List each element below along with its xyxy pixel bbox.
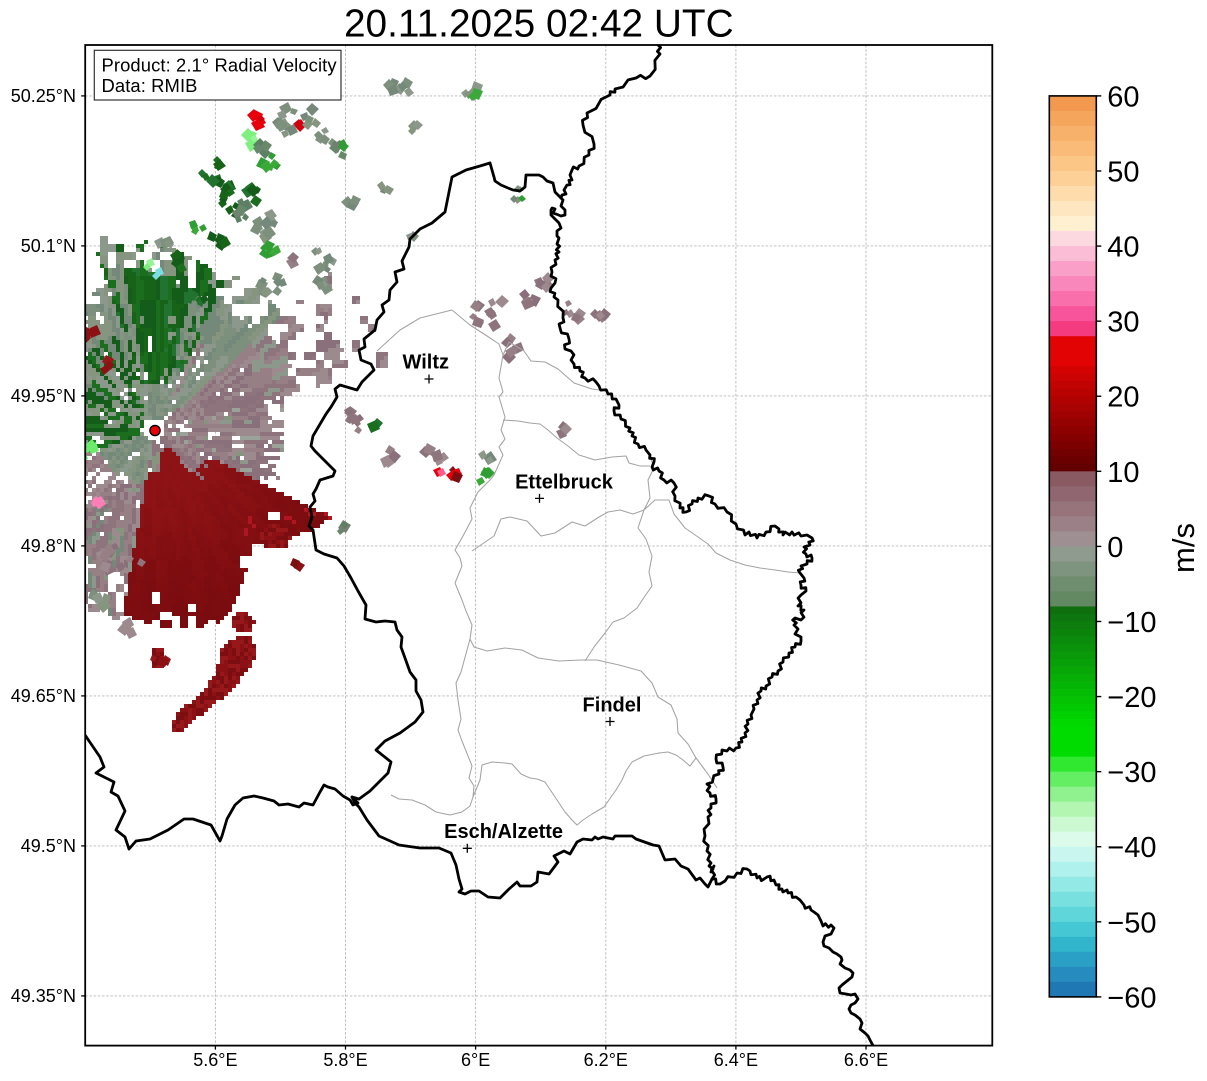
svg-text:Data: RMIB: Data: RMIB xyxy=(102,75,198,96)
svg-text:60: 60 xyxy=(1107,81,1139,113)
svg-text:Findel: Findel xyxy=(583,695,642,717)
svg-text:6.2°E: 6.2°E xyxy=(584,1050,628,1070)
svg-text:5.6°E: 5.6°E xyxy=(193,1050,237,1070)
svg-text:6°E: 6°E xyxy=(461,1050,490,1070)
svg-text:−60: −60 xyxy=(1107,982,1156,1014)
svg-text:50: 50 xyxy=(1107,156,1139,188)
svg-text:49.65°N: 49.65°N xyxy=(11,686,76,706)
svg-text:20.11.2025 02:42 UTC: 20.11.2025 02:42 UTC xyxy=(344,3,734,46)
svg-text:6.6°E: 6.6°E xyxy=(844,1050,888,1070)
svg-text:49.5°N: 49.5°N xyxy=(21,836,76,856)
svg-text:40: 40 xyxy=(1107,232,1139,264)
svg-text:−20: −20 xyxy=(1107,682,1156,714)
svg-text:Wiltz: Wiltz xyxy=(403,352,449,374)
svg-text:−40: −40 xyxy=(1107,832,1156,864)
svg-text:50.1°N: 50.1°N xyxy=(21,236,76,256)
svg-text:6.4°E: 6.4°E xyxy=(714,1050,758,1070)
svg-text:50.25°N: 50.25°N xyxy=(11,86,76,106)
svg-text:Esch/Alzette: Esch/Alzette xyxy=(444,821,563,843)
svg-text:−50: −50 xyxy=(1107,907,1156,939)
svg-text:5.8°E: 5.8°E xyxy=(323,1050,367,1070)
svg-text:30: 30 xyxy=(1107,307,1139,339)
svg-text:Product: 2.1° Radial Velocity: Product: 2.1° Radial Velocity xyxy=(102,55,338,76)
svg-text:10: 10 xyxy=(1107,457,1139,489)
svg-text:−30: −30 xyxy=(1107,757,1156,789)
svg-text:49.8°N: 49.8°N xyxy=(21,536,76,556)
svg-text:49.35°N: 49.35°N xyxy=(11,986,76,1006)
svg-text:49.95°N: 49.95°N xyxy=(11,386,76,406)
svg-text:0: 0 xyxy=(1107,532,1123,564)
svg-text:−10: −10 xyxy=(1107,607,1156,639)
svg-text:m/s: m/s xyxy=(1166,523,1201,573)
svg-text:Ettelbruck: Ettelbruck xyxy=(515,472,614,494)
svg-text:20: 20 xyxy=(1107,382,1139,414)
